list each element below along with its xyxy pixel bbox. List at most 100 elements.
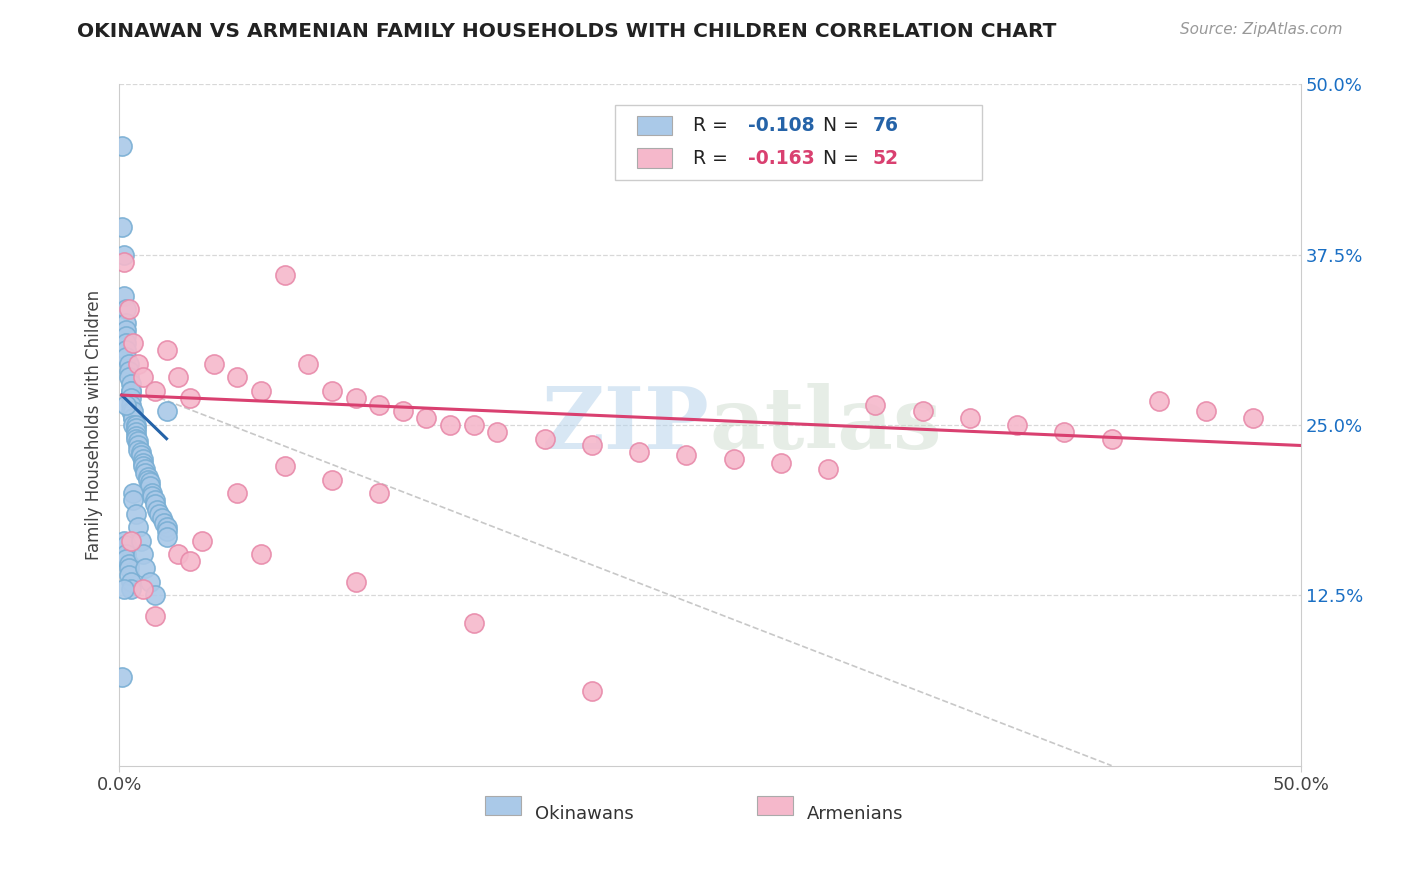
Point [115, 316, 138, 330]
Point [125, 418, 148, 433]
Point [1101, 432, 1123, 446]
Point [1005, 418, 1028, 433]
Point [1147, 393, 1170, 408]
Text: R =: R = [693, 148, 734, 168]
Point [139, 475, 162, 490]
Point [463, 418, 485, 433]
Point [129, 445, 152, 459]
Point [112, 533, 135, 548]
Point [127, 520, 149, 534]
Point [127, 357, 149, 371]
Point [139, 574, 162, 589]
Point [132, 456, 155, 470]
Point [415, 411, 437, 425]
Point [112, 288, 135, 302]
Point [226, 486, 249, 500]
Point [143, 588, 166, 602]
Point [111, 220, 134, 235]
FancyBboxPatch shape [758, 796, 793, 814]
Point [127, 442, 149, 457]
Point [136, 473, 159, 487]
Point [122, 404, 145, 418]
Point [273, 458, 295, 473]
Point [150, 510, 173, 524]
Point [1053, 425, 1076, 439]
Text: R =: R = [693, 116, 734, 135]
Text: N =: N = [824, 116, 865, 135]
Point [273, 268, 295, 282]
Point [134, 561, 156, 575]
Point [132, 582, 155, 596]
Point [155, 404, 177, 418]
Point [1195, 404, 1218, 418]
Point [120, 384, 142, 398]
Text: ZIP: ZIP [543, 383, 710, 467]
Point [191, 533, 214, 548]
Point [344, 391, 367, 405]
Point [155, 343, 177, 357]
Point [118, 561, 141, 575]
Point [112, 582, 135, 596]
Point [127, 438, 149, 452]
Point [486, 425, 509, 439]
Point [120, 391, 142, 405]
Point [143, 608, 166, 623]
Point [297, 357, 319, 371]
Point [122, 411, 145, 425]
Point [769, 456, 792, 470]
Point [202, 357, 225, 371]
Point [120, 377, 142, 392]
Point [226, 370, 249, 384]
Point [143, 497, 166, 511]
Point [723, 452, 745, 467]
Text: -0.163: -0.163 [748, 148, 814, 168]
Point [122, 486, 145, 500]
Text: Armenians: Armenians [807, 805, 903, 823]
Point [463, 615, 485, 630]
Point [136, 470, 159, 484]
Point [115, 336, 138, 351]
Point [141, 486, 163, 500]
Point [122, 336, 145, 351]
Point [153, 516, 176, 530]
FancyBboxPatch shape [637, 116, 672, 135]
Point [143, 493, 166, 508]
Point [125, 507, 148, 521]
Point [115, 398, 138, 412]
Point [118, 302, 141, 317]
Point [112, 254, 135, 268]
Point [911, 404, 934, 418]
Point [132, 458, 155, 473]
Point [132, 548, 155, 562]
Point [628, 445, 651, 459]
Text: atlas: atlas [710, 383, 942, 467]
Text: OKINAWAN VS ARMENIAN FAMILY HOUSEHOLDS WITH CHILDREN CORRELATION CHART: OKINAWAN VS ARMENIAN FAMILY HOUSEHOLDS W… [77, 22, 1057, 41]
Point [439, 418, 461, 433]
Point [118, 568, 141, 582]
Point [127, 434, 149, 449]
FancyBboxPatch shape [485, 796, 522, 814]
Point [321, 384, 343, 398]
Point [115, 538, 138, 552]
Point [179, 391, 201, 405]
Point [125, 432, 148, 446]
Point [132, 370, 155, 384]
Point [155, 530, 177, 544]
Point [167, 548, 190, 562]
Point [118, 370, 141, 384]
Point [112, 248, 135, 262]
Point [118, 363, 141, 377]
Text: 76: 76 [873, 116, 898, 135]
Point [120, 384, 142, 398]
Point [581, 683, 603, 698]
Point [134, 466, 156, 480]
Point [368, 398, 391, 412]
Point [817, 461, 839, 475]
Point [115, 548, 138, 562]
Point [139, 479, 162, 493]
Point [120, 398, 142, 412]
Point [111, 138, 134, 153]
Point [122, 493, 145, 508]
Point [250, 548, 273, 562]
Point [167, 370, 190, 384]
